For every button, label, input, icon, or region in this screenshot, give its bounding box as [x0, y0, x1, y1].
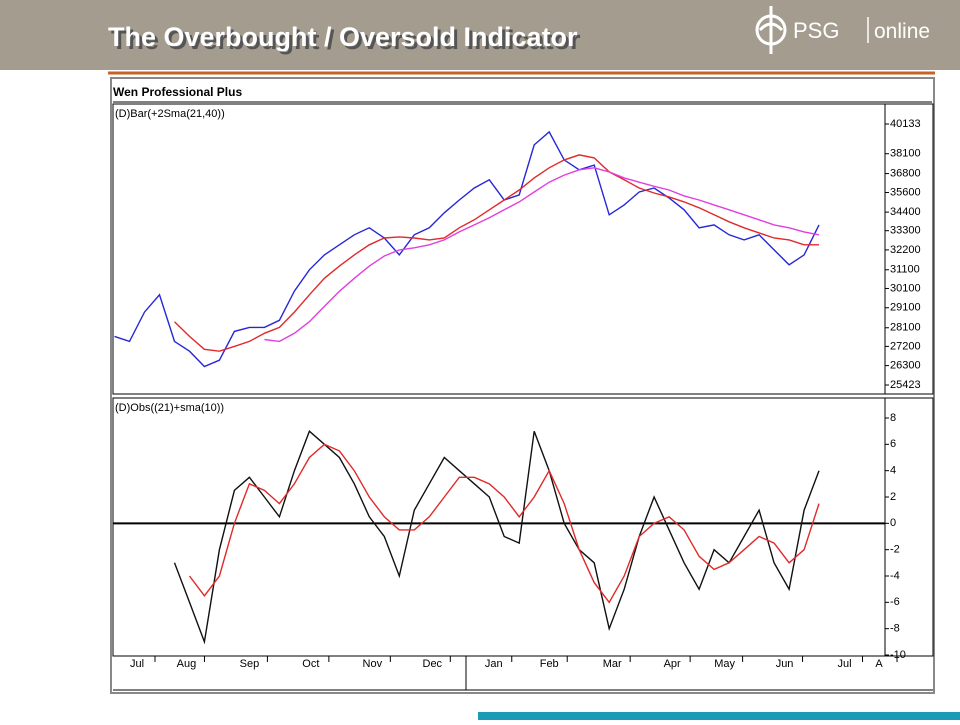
y-tick-label: -4 — [890, 570, 900, 582]
x-tick-label: Oct — [302, 658, 319, 670]
x-tick-label: Sep — [240, 658, 260, 670]
x-tick-label: Jul — [837, 658, 851, 670]
y-tick-label: 25423 — [890, 379, 921, 391]
y-tick-label: 26300 — [890, 360, 921, 372]
y-tick-label: -10 — [890, 649, 906, 661]
logo: PSG online — [755, 6, 930, 54]
y-tick-label: 0 — [890, 517, 896, 529]
footer-bar — [478, 712, 960, 720]
x-tick-label: Apr — [664, 658, 681, 670]
x-tick-label: Feb — [540, 658, 559, 670]
logo-text: online — [874, 20, 930, 43]
y-tick-label: 2 — [890, 491, 896, 503]
y-tick-label: -8 — [890, 623, 900, 635]
x-tick-label: Mar — [603, 658, 622, 670]
y-tick-label: 6 — [890, 438, 896, 450]
y-tick-label: 33300 — [890, 225, 921, 237]
series-line — [264, 167, 820, 343]
y-tick-label: 27200 — [890, 340, 921, 352]
bottom-panel — [112, 397, 934, 657]
panel-title: (D)Bar(+2Sma(21,40)) — [115, 108, 225, 120]
y-tick-label: 34400 — [890, 206, 921, 218]
y-tick-label: 36800 — [890, 167, 921, 179]
y-tick-label: 30100 — [890, 282, 921, 294]
slide-title: The Overbought / Oversold Indicator — [108, 22, 578, 52]
logo-icon-stroke — [758, 6, 784, 54]
y-tick-label: -2 — [890, 544, 900, 556]
x-tick-label: Aug — [177, 658, 197, 670]
y-tick-label: 35600 — [890, 186, 921, 198]
y-tick-label: 28100 — [890, 322, 921, 334]
y-tick-label: 40133 — [890, 118, 921, 130]
series-line — [174, 154, 819, 352]
series-line — [114, 130, 820, 368]
y-tick-label: 38100 — [890, 148, 921, 160]
y-tick-label: 29100 — [890, 302, 921, 314]
x-tick-label: Jul — [130, 658, 144, 670]
title-shadow: The Overbought / Oversold Indicator — [111, 25, 581, 55]
top-panel — [112, 103, 934, 395]
y-tick-label: 31100 — [890, 264, 920, 276]
x-tick-label: Jun — [776, 658, 794, 670]
y-tick-label: 32200 — [890, 244, 921, 256]
header-band — [0, 0, 960, 70]
app-title: Wen Professional Plus — [113, 85, 242, 99]
x-tick-label: May — [714, 658, 735, 670]
x-tick-label: A — [875, 658, 883, 670]
x-tick-label: Nov — [363, 658, 383, 670]
y-tick-label: 4 — [890, 465, 896, 477]
x-tick-label: Jan — [485, 658, 503, 670]
y-tick-label: 8 — [890, 412, 896, 424]
x-tick-label: Dec — [423, 658, 443, 670]
chart-window — [110, 77, 935, 694]
y-tick-label: -6 — [890, 596, 900, 608]
logo-brand: PSG — [793, 18, 839, 43]
series-line — [173, 430, 820, 645]
series-line — [188, 443, 820, 604]
panel-title: (D)Obs((21)+sma(10)) — [115, 402, 224, 414]
